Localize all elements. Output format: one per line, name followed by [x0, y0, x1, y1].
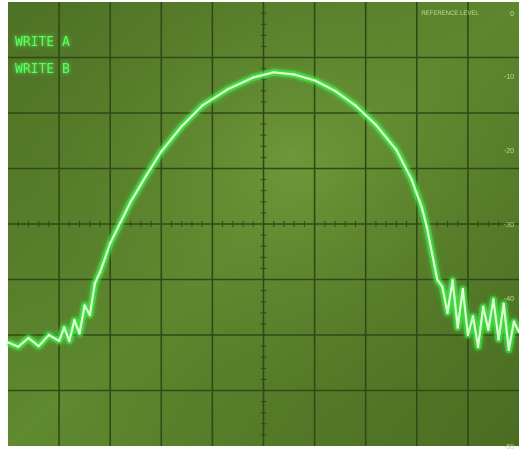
trace-point: [6, 341, 10, 344]
trace-point: [180, 125, 183, 128]
trace-point: [160, 150, 163, 153]
y-tick-label: -20: [504, 148, 514, 155]
trace-point: [129, 200, 132, 203]
trace-point: [103, 256, 107, 260]
reference-level-label: REFERENCE LEVEL: [421, 11, 479, 17]
trace-point: [37, 344, 40, 348]
trace-point: [507, 348, 510, 351]
trace-point: [374, 123, 378, 127]
trace-point: [395, 148, 398, 152]
trace-point: [425, 226, 429, 229]
trace-point: [456, 326, 459, 329]
trace-point: [354, 104, 357, 107]
trace-point: [333, 89, 337, 93]
trace-point: [512, 320, 516, 323]
trace-point: [47, 333, 51, 337]
trace-point: [471, 315, 475, 318]
trace-layer: [6, 68, 519, 354]
trace-point: [492, 298, 495, 301]
trace-point: [476, 345, 480, 348]
trace-point: [441, 285, 444, 289]
trace-point: [461, 287, 464, 291]
y-tick-label: 0: [510, 11, 514, 18]
trace-point: [144, 174, 148, 178]
status-label-write-a: WRITE A: [15, 35, 70, 50]
trace-point: [98, 270, 102, 274]
status-label-write-b: WRITE B: [15, 62, 70, 77]
y-tick-label: -30: [504, 222, 514, 229]
trace-point: [272, 71, 275, 74]
trace-point: [109, 242, 112, 245]
trace-point: [252, 76, 255, 79]
trace-point: [62, 326, 66, 329]
trace-point: [502, 302, 505, 306]
trace-point: [201, 104, 204, 107]
trace-point: [410, 178, 413, 181]
trace-point: [83, 304, 86, 307]
trace-point: [88, 313, 92, 317]
trace-point: [313, 79, 316, 82]
trace-point: [17, 345, 20, 348]
y-tick-label: -40: [504, 296, 514, 303]
y-tick-label: -10: [504, 74, 514, 81]
trace-point: [420, 206, 424, 209]
trace-point: [446, 311, 449, 314]
trace-point: [119, 221, 122, 224]
trace-point: [436, 278, 439, 281]
status-labels: WRITE A WRITE B: [15, 35, 70, 77]
y-axis-tick-labels: 0 -10 -20 -30 -40 -60: [504, 11, 514, 450]
trace-point: [482, 305, 485, 309]
trace-point: [293, 73, 296, 76]
trace-point: [27, 336, 30, 340]
y-tick-label: -60: [504, 444, 514, 450]
spectrum-trace-line: [7, 71, 519, 351]
trace-point: [466, 333, 470, 337]
trace-point: [226, 88, 229, 91]
trace-point: [57, 339, 61, 343]
trace-point: [73, 319, 76, 322]
trace-point: [497, 338, 500, 341]
trace-point: [430, 252, 434, 255]
trace-point: [487, 328, 490, 331]
trace-point: [93, 282, 97, 285]
trace-point: [68, 339, 71, 343]
trace-point: [451, 279, 454, 282]
trace-point: [78, 332, 81, 335]
